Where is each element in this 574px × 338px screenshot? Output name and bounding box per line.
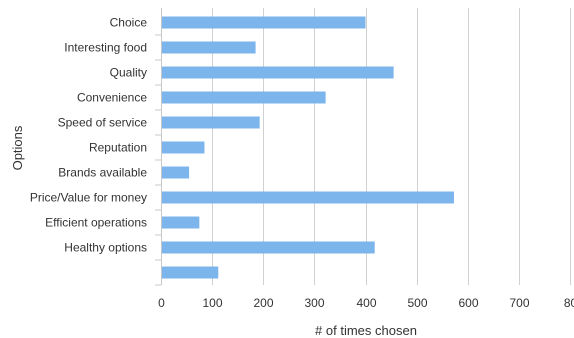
x-tick-labels: 0 100 200 300 400 500 600 700 80 [158,296,574,310]
bar [162,166,190,179]
bar [162,191,454,204]
bar [162,266,219,279]
bar [162,241,375,254]
category-label: Quality [110,66,147,80]
x-tick-label: 500 [407,296,427,310]
category-label: Interesting food [64,41,147,55]
category-label: Efficient operations [45,216,147,230]
bar [162,141,205,154]
bars [162,16,454,279]
category-label: Brands available [58,166,147,180]
x-tick-label: 0 [158,296,165,310]
x-tick-label: 400 [356,296,376,310]
category-label: Choice [110,16,148,30]
bar [162,41,256,54]
category-label: Convenience [77,91,147,105]
y-axis-title: Options [10,125,25,170]
x-tick-label: 200 [253,296,273,310]
bar [162,66,394,79]
bar [162,216,200,229]
x-axis-title: # of times chosen [315,323,417,338]
category-label: Reputation [89,141,147,155]
x-tick-label: 600 [458,296,478,310]
x-tick-label: 80 [564,296,574,310]
category-label: Healthy options [64,241,147,255]
bar [162,16,366,29]
x-tick-label: 300 [304,296,324,310]
gridlines [155,8,571,286]
category-labels: Choice Interesting food Quality Convenience… [30,16,147,255]
category-label: Speed of service [58,116,148,130]
bar [162,116,260,129]
bar [162,91,326,104]
x-tick-label: 700 [509,296,529,310]
x-tick-label: 100 [202,296,222,310]
category-label: Price/Value for money [30,191,147,205]
